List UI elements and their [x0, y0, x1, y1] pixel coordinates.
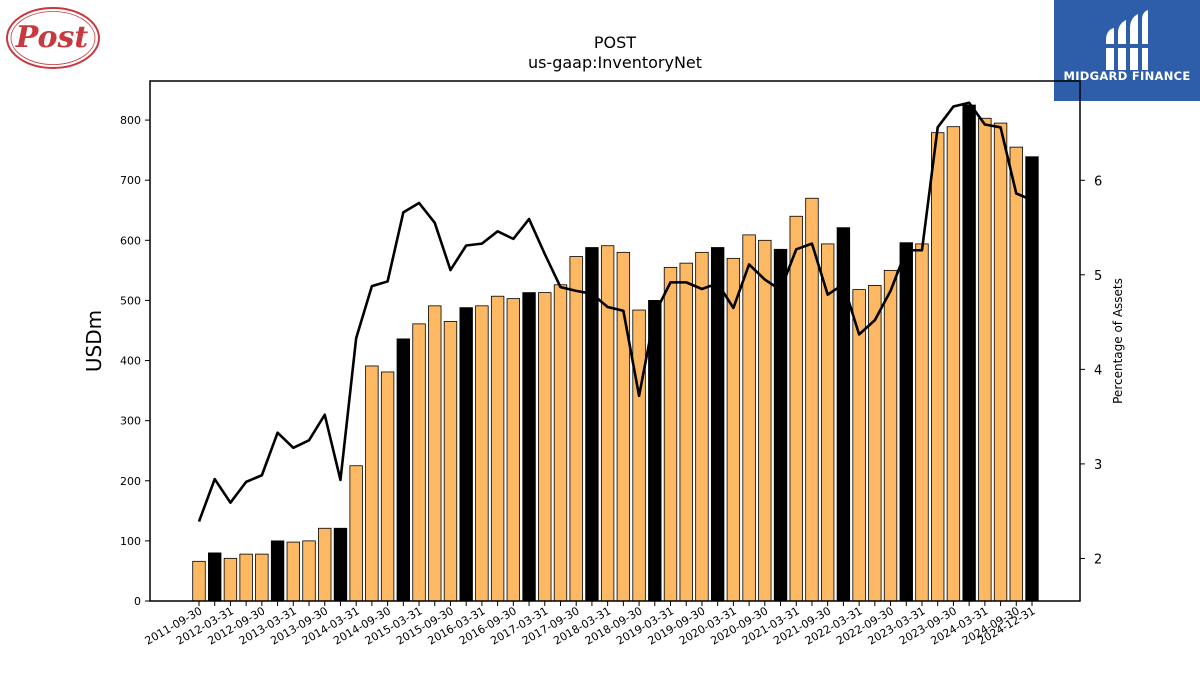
bar	[428, 305, 442, 602]
bar	[758, 239, 772, 602]
bar-fiscal-year-end	[585, 247, 599, 602]
post-logo: Post	[6, 7, 100, 69]
bar-fiscal-year-end	[270, 540, 285, 602]
bar-fiscal-year-end	[396, 338, 410, 602]
bar	[553, 284, 568, 602]
bar	[993, 122, 1008, 602]
y-tick-label: 300	[120, 415, 141, 428]
y-tick-label: 0	[134, 595, 141, 608]
bar	[931, 132, 945, 602]
y-tick-label: 800	[120, 114, 141, 127]
y2-tick-label: 5	[1094, 269, 1102, 284]
bar	[538, 292, 552, 602]
bar-fiscal-year-end	[899, 242, 913, 602]
bar-fiscal-year-end	[773, 248, 788, 602]
bar	[616, 251, 631, 602]
y-tick-label: 100	[120, 535, 141, 548]
bar	[820, 243, 835, 602]
percentage-of-assets-line	[197, 101, 1033, 523]
bar-series	[192, 104, 1039, 602]
chart-title: POST	[594, 33, 636, 52]
y-tick-label: 200	[120, 475, 141, 488]
midgard-logo-background	[1054, 0, 1200, 101]
y-axis-left: 0 100 200 300 400 500 600 700 800	[120, 114, 150, 608]
midgard-logo-text: MIDGARD FINANCE	[1063, 69, 1190, 83]
bar	[380, 371, 395, 602]
bar-fiscal-year-end	[962, 104, 976, 602]
bar	[443, 321, 458, 602]
bar	[663, 266, 678, 602]
chart-subtitle: us-gaap:InventoryNet	[528, 53, 702, 72]
bar	[569, 256, 583, 602]
bar	[632, 309, 646, 602]
bar	[349, 465, 363, 602]
bar-fiscal-year-end	[208, 552, 222, 602]
bar-fiscal-year-end	[522, 292, 536, 602]
bar	[365, 365, 379, 602]
y2-axis-label: Percentage of Assets	[1111, 278, 1125, 404]
bar-fiscal-year-end	[1025, 156, 1039, 602]
bar	[789, 215, 803, 602]
bar	[883, 269, 898, 602]
y2-tick-label: 3	[1094, 458, 1102, 473]
y-axis-label: USDm	[82, 310, 106, 372]
bar	[726, 257, 741, 602]
bar	[412, 323, 426, 602]
midgard-finance-logo: MIDGARD FINANCE	[1054, 0, 1200, 101]
midgard-logo-mark	[1104, 10, 1150, 70]
y2-tick-label: 4	[1094, 363, 1102, 378]
bar	[1009, 146, 1023, 602]
bar-fiscal-year-end	[333, 527, 348, 602]
bar	[475, 305, 489, 602]
bar-fiscal-year-end	[648, 300, 662, 602]
bar	[600, 245, 615, 602]
bar	[490, 295, 505, 602]
bar	[679, 262, 693, 602]
bar-fiscal-year-end	[459, 307, 473, 602]
bar	[915, 243, 929, 602]
post-logo-text: Post	[15, 20, 89, 55]
bar	[946, 126, 961, 602]
x-axis: 2011-09-302012-03-312012-09-302013-03-31…	[143, 601, 1038, 648]
y-tick-label: 500	[120, 294, 141, 307]
bar	[742, 234, 756, 602]
plot-frame	[149, 80, 1081, 602]
y-tick-label: 600	[120, 234, 141, 247]
bar	[852, 289, 866, 602]
bar-fiscal-year-end	[710, 247, 725, 602]
bar	[868, 284, 882, 602]
bar	[302, 540, 316, 602]
bar	[318, 527, 332, 602]
y-tick-label: 700	[120, 174, 141, 187]
bar	[506, 298, 521, 602]
y-axis-right: 2 3 4 5 6	[1080, 174, 1102, 567]
line-series	[197, 101, 1033, 523]
y2-tick-label: 6	[1094, 174, 1102, 189]
bar	[255, 553, 269, 602]
bar	[286, 541, 300, 602]
bar	[239, 553, 253, 602]
bar	[695, 251, 709, 602]
y2-tick-label: 2	[1094, 552, 1102, 567]
bar	[978, 117, 992, 602]
bar	[223, 557, 238, 602]
y-tick-label: 400	[120, 355, 141, 368]
bar	[192, 560, 206, 602]
